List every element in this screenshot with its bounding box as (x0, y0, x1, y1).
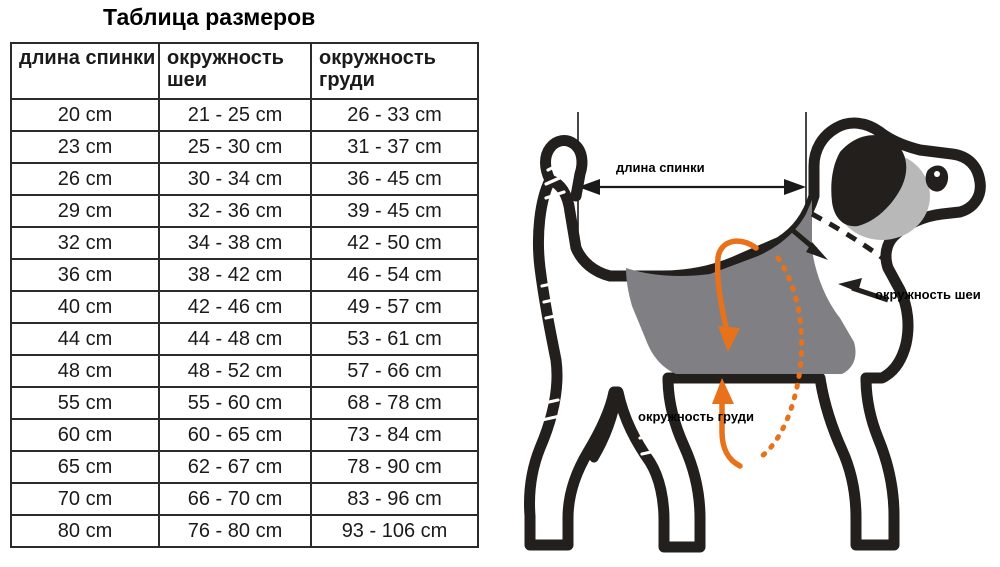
cell-back: 70 cm (10, 482, 160, 516)
cell-chest: 39 - 45 cm (310, 194, 479, 228)
dog-eye (925, 165, 949, 192)
cell-neck: 25 - 30 cm (158, 130, 312, 164)
cell-back: 26 cm (10, 162, 160, 196)
back-length-arrow-head-right (784, 179, 806, 195)
chest-arrow-line-lower (719, 393, 743, 469)
dog-illustration (524, 112, 986, 553)
label-chest-circumference: окружность груди (638, 409, 754, 424)
cell-back: 48 cm (10, 354, 160, 388)
dog-rear-leg-contour (589, 387, 623, 463)
cell-back: 60 cm (10, 418, 160, 452)
cell-neck: 76 - 80 cm (158, 514, 312, 548)
back-length-arrow-head-left (578, 179, 600, 195)
cell-chest: 53 - 61 cm (310, 322, 479, 356)
cell-chest: 57 - 66 cm (310, 354, 479, 388)
table-row: 70 cm 66 - 70 cm 83 - 96 cm (10, 482, 479, 516)
chest-dotted-loop (759, 255, 805, 459)
chest-measure-arrows (712, 238, 805, 469)
cell-back: 65 cm (10, 450, 160, 484)
table-row: 26 cm 30 - 34 cm 36 - 45 cm (10, 162, 479, 196)
table-row: 23 cm 25 - 30 cm 31 - 37 cm (10, 130, 479, 164)
cell-chest: 49 - 57 cm (310, 290, 479, 324)
dog-tail (540, 135, 588, 202)
label-back-length: длина спинки (616, 160, 705, 175)
cell-back: 55 cm (10, 386, 160, 420)
cell-neck: 21 - 25 cm (158, 98, 312, 132)
table-row: 36 cm 38 - 42 cm 46 - 54 cm (10, 258, 479, 292)
cell-back: 32 cm (10, 226, 160, 260)
cell-chest: 93 - 106 cm (310, 514, 479, 548)
cell-chest: 46 - 54 cm (310, 258, 479, 292)
dog-coat (626, 200, 856, 374)
eye-highlight (934, 171, 940, 177)
cell-chest: 68 - 78 cm (310, 386, 479, 420)
neck-arrow-head-upper (806, 242, 828, 260)
table-row: 29 cm 32 - 36 cm 39 - 45 cm (10, 194, 479, 228)
table-row: 32 cm 34 - 38 cm 42 - 50 cm (10, 226, 479, 260)
column-header-chest-circumference: окружность груди (310, 42, 479, 100)
table-row: 65 cm 62 - 67 cm 78 - 90 cm (10, 450, 479, 484)
cell-chest: 26 - 33 cm (310, 98, 479, 132)
size-table: длина спинки окружность шеи окружность г… (10, 42, 479, 548)
neck-arrows (788, 226, 889, 303)
table-row: 80 cm 76 - 80 cm 93 - 106 cm (10, 514, 479, 548)
cell-neck: 38 - 42 cm (158, 258, 312, 292)
chest-arrow-head-lower (712, 378, 734, 404)
cell-neck: 60 - 65 cm (158, 418, 312, 452)
cell-chest: 36 - 45 cm (310, 162, 479, 196)
table-row: 60 cm 60 - 65 cm 73 - 84 cm (10, 418, 479, 452)
column-header-neck-circumference: окружность шеи (158, 42, 312, 100)
cell-neck: 66 - 70 cm (158, 482, 312, 516)
cell-chest: 83 - 96 cm (310, 482, 479, 516)
table-row: 40 cm 42 - 46 cm 49 - 57 cm (10, 290, 479, 324)
dog-head (831, 135, 949, 240)
cell-chest: 42 - 50 cm (310, 226, 479, 260)
chest-arrow-head-upper (718, 326, 740, 352)
cell-back: 44 cm (10, 322, 160, 356)
table-row: 55 cm 55 - 60 cm 68 - 78 cm (10, 386, 479, 420)
label-neck-circumference: окружность шеи (875, 287, 981, 302)
cell-neck: 30 - 34 cm (158, 162, 312, 196)
cell-chest: 78 - 90 cm (310, 450, 479, 484)
cell-back: 20 cm (10, 98, 160, 132)
cell-neck: 34 - 38 cm (158, 226, 312, 260)
ear-marking (831, 135, 907, 227)
chest-arrow-line-upper (714, 238, 759, 339)
table-header-row: длина спинки окружность шеи окружность г… (10, 42, 479, 100)
page-title: Таблица размеров (103, 4, 316, 30)
neck-dashed-line (810, 211, 890, 265)
table-header: длина спинки окружность шеи окружность г… (10, 42, 479, 100)
table-row: 48 cm 48 - 52 cm 57 - 66 cm (10, 354, 479, 388)
cell-back: 23 cm (10, 130, 160, 164)
fur-stripes (538, 160, 962, 456)
dog-measurement-diagram: длина спинки окружность шеи окружность г… (490, 0, 1000, 567)
column-header-back-length: длина спинки (10, 42, 160, 100)
table-row: 44 cm 44 - 48 cm 53 - 61 cm (10, 322, 479, 356)
cell-chest: 31 - 37 cm (310, 130, 479, 164)
cell-neck: 42 - 46 cm (158, 290, 312, 324)
table-row: 20 cm 21 - 25 cm 26 - 33 cm (10, 98, 479, 132)
cell-neck: 48 - 52 cm (158, 354, 312, 388)
cell-neck: 55 - 60 cm (158, 386, 312, 420)
cell-neck: 44 - 48 cm (158, 322, 312, 356)
cell-back: 80 cm (10, 514, 160, 548)
cell-chest: 73 - 84 cm (310, 418, 479, 452)
cell-back: 29 cm (10, 194, 160, 228)
cell-neck: 62 - 67 cm (158, 450, 312, 484)
table-body: 20 cm 21 - 25 cm 26 - 33 cm 23 cm 25 - 30 cm… (10, 98, 479, 548)
cell-neck: 32 - 36 cm (158, 194, 312, 228)
cell-back: 40 cm (10, 290, 160, 324)
neck-arrow-head-lower (838, 278, 862, 292)
cell-back: 36 cm (10, 258, 160, 292)
